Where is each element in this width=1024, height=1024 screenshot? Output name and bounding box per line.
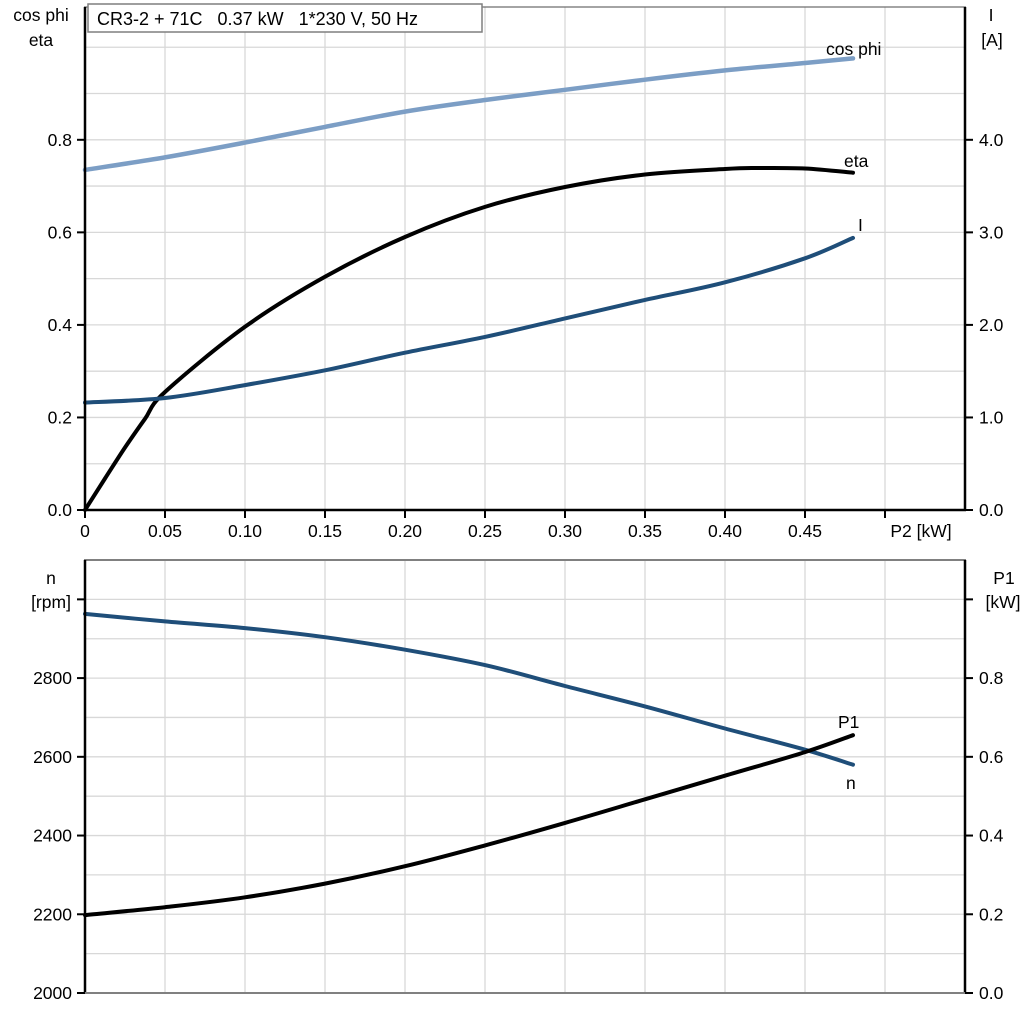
series-label-eta: eta bbox=[844, 151, 869, 171]
curve-n bbox=[83, 611, 855, 767]
right-tick-label: 0.6 bbox=[979, 747, 1003, 767]
left-tick-label: 0.8 bbox=[48, 130, 72, 150]
x-tick-label: 0.10 bbox=[228, 521, 262, 541]
series-label-cos-phi: cos phi bbox=[826, 39, 881, 59]
right-tick-label: 0.0 bbox=[979, 500, 1004, 520]
series-labels: n P1 bbox=[838, 712, 859, 793]
right-tick-label: 0.0 bbox=[979, 983, 1004, 1003]
right-tick-label: 1.0 bbox=[979, 407, 1004, 427]
gridlines bbox=[85, 7, 965, 510]
left-tick-label: 0.0 bbox=[48, 500, 73, 520]
series-label-P1: P1 bbox=[838, 712, 859, 732]
x-tick-label: 0.20 bbox=[388, 521, 422, 541]
right-tick-label: 0.8 bbox=[979, 668, 1003, 688]
x-tick-label: 0.35 bbox=[628, 521, 662, 541]
left-tick-label: 2600 bbox=[33, 747, 72, 767]
curves bbox=[83, 611, 855, 918]
x-tick-label: 0.40 bbox=[708, 521, 742, 541]
curves bbox=[82, 56, 856, 512]
x-axis-unit-label: P2 [kW] bbox=[890, 521, 951, 541]
chart-title: CR3-2 + 71C 0.37 kW 1*230 V, 50 Hz bbox=[97, 9, 418, 29]
x-tick-label: 0.15 bbox=[308, 521, 342, 541]
x-tick-label: 0.05 bbox=[148, 521, 182, 541]
upper-chart: 0.0 0.2 0.4 0.6 0.8 0.0 1.0 2.0 3.0 4.0 0 0.05 0.10 0… bbox=[48, 6, 1004, 541]
series-labels: cos phi eta I bbox=[826, 39, 881, 235]
x-tick-label: 0.25 bbox=[468, 521, 502, 541]
right-tick-label: 0.4 bbox=[979, 826, 1004, 846]
right-tick-label: 2.0 bbox=[979, 315, 1004, 335]
upper-left-axis-label-line1: cos phi bbox=[13, 5, 68, 25]
left-tick-label: 0.4 bbox=[48, 315, 73, 335]
right-tick-label: 3.0 bbox=[979, 222, 1004, 242]
gridlines bbox=[85, 560, 965, 993]
right-tick-label: 0.2 bbox=[979, 904, 1003, 924]
plot-frame bbox=[83, 6, 967, 512]
left-tick-label: 2200 bbox=[33, 904, 72, 924]
lower-left-axis-label-line2: [rpm] bbox=[31, 592, 71, 612]
curve-cos-phi bbox=[82, 56, 856, 173]
lower-chart: 2000 2200 2400 2600 2800 0.0 0.2 0.4 0.6 0.8 n P1 bbox=[33, 559, 1004, 1003]
left-tick-label: 2400 bbox=[33, 826, 72, 846]
series-label-I: I bbox=[858, 215, 863, 235]
chart-title-box: CR3-2 + 71C 0.37 kW 1*230 V, 50 Hz bbox=[87, 3, 483, 33]
chart-title-box-frame bbox=[87, 3, 483, 33]
curve-P1 bbox=[83, 733, 855, 918]
x-tick-label: 0.30 bbox=[548, 521, 582, 541]
left-tick-label: 2000 bbox=[33, 983, 72, 1003]
left-tick-label: 0.6 bbox=[48, 222, 72, 242]
upper-right-axis-label-line1: I bbox=[989, 5, 994, 25]
upper-left-axis-label-line2: eta bbox=[29, 30, 54, 50]
left-tick-label: 2800 bbox=[33, 668, 72, 688]
lower-right-axis-label-line1: P1 bbox=[993, 568, 1014, 588]
x-tick-label: 0 bbox=[80, 521, 90, 541]
axis-ticks-and-labels: 2000 2200 2400 2600 2800 0.0 0.2 0.4 0.6 0.8 bbox=[33, 598, 1004, 1003]
plot-frame bbox=[83, 559, 967, 994]
lower-right-axis-label-line2: [kW] bbox=[986, 592, 1021, 612]
right-tick-label: 4.0 bbox=[979, 130, 1004, 150]
curve-eta bbox=[83, 165, 855, 512]
left-tick-label: 0.2 bbox=[48, 407, 72, 427]
axis-ticks-and-labels: 0.0 0.2 0.4 0.6 0.8 0.0 1.0 2.0 3.0 4.0 0 0.05 0.10 0… bbox=[48, 130, 1004, 541]
upper-right-axis-label-line2: [A] bbox=[981, 30, 1002, 50]
lower-left-axis-label-line1: n bbox=[46, 568, 56, 588]
series-label-n: n bbox=[846, 773, 856, 793]
x-tick-label: 0.45 bbox=[788, 521, 822, 541]
curve-I bbox=[83, 235, 855, 405]
